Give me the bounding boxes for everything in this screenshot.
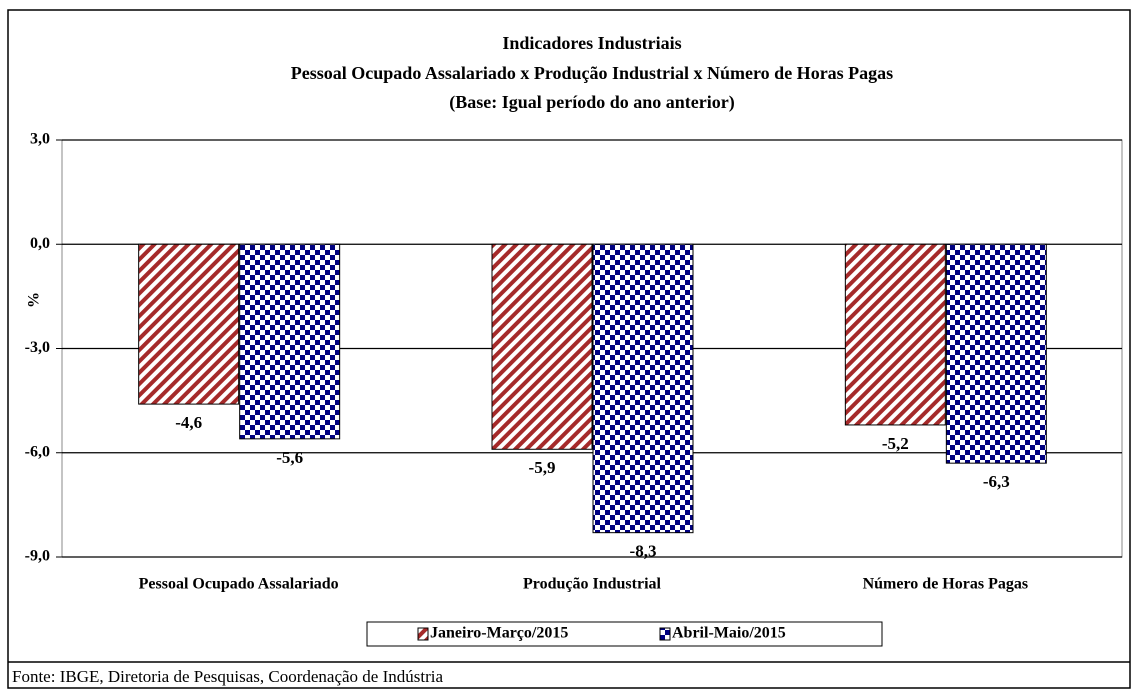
- legend-label: Abril-Maio/2015: [672, 625, 786, 642]
- bar: [844, 243, 946, 426]
- y-tick-label: -6,0: [25, 443, 50, 460]
- data-label: -5,9: [529, 458, 556, 477]
- frame: [7, 9, 1131, 689]
- y-axis-label: %: [26, 292, 43, 308]
- bar: [592, 243, 694, 534]
- chart-subtitle: Pessoal Ocupado Assalariado x Produção I…: [291, 63, 893, 83]
- y-tick-label: 3,0: [30, 131, 50, 148]
- legend-swatch: [417, 627, 429, 641]
- data-label: -5,2: [882, 434, 909, 453]
- legend: [366, 621, 883, 647]
- data-label: -5,6: [276, 448, 303, 467]
- x-tick-label: Pessoal Ocupado Assalariado: [139, 576, 339, 593]
- x-tick-label: Produção Industrial: [523, 576, 662, 593]
- data-label: -8,3: [630, 542, 657, 561]
- legend-swatch: [659, 627, 671, 641]
- x-tick-label: Número de Horas Pagas: [863, 576, 1028, 593]
- legend-label: Janeiro-Março/2015: [430, 625, 568, 642]
- source: Fonte: IBGE, Diretoria de Pesquisas, Coo…: [12, 667, 443, 686]
- bar: [138, 243, 240, 405]
- data-label: -6,3: [983, 472, 1010, 491]
- bar: [491, 243, 593, 450]
- y-tick-label: -9,0: [25, 548, 50, 565]
- chart-title: Indicadores Industriais: [502, 33, 681, 53]
- y-tick-label: 0,0: [30, 235, 50, 252]
- bar: [945, 243, 1047, 464]
- data-label: -4,6: [175, 413, 202, 432]
- bar: [239, 243, 341, 440]
- chart-subtitle: (Base: Igual período do ano anterior): [449, 92, 735, 113]
- y-tick-label: -3,0: [25, 339, 50, 356]
